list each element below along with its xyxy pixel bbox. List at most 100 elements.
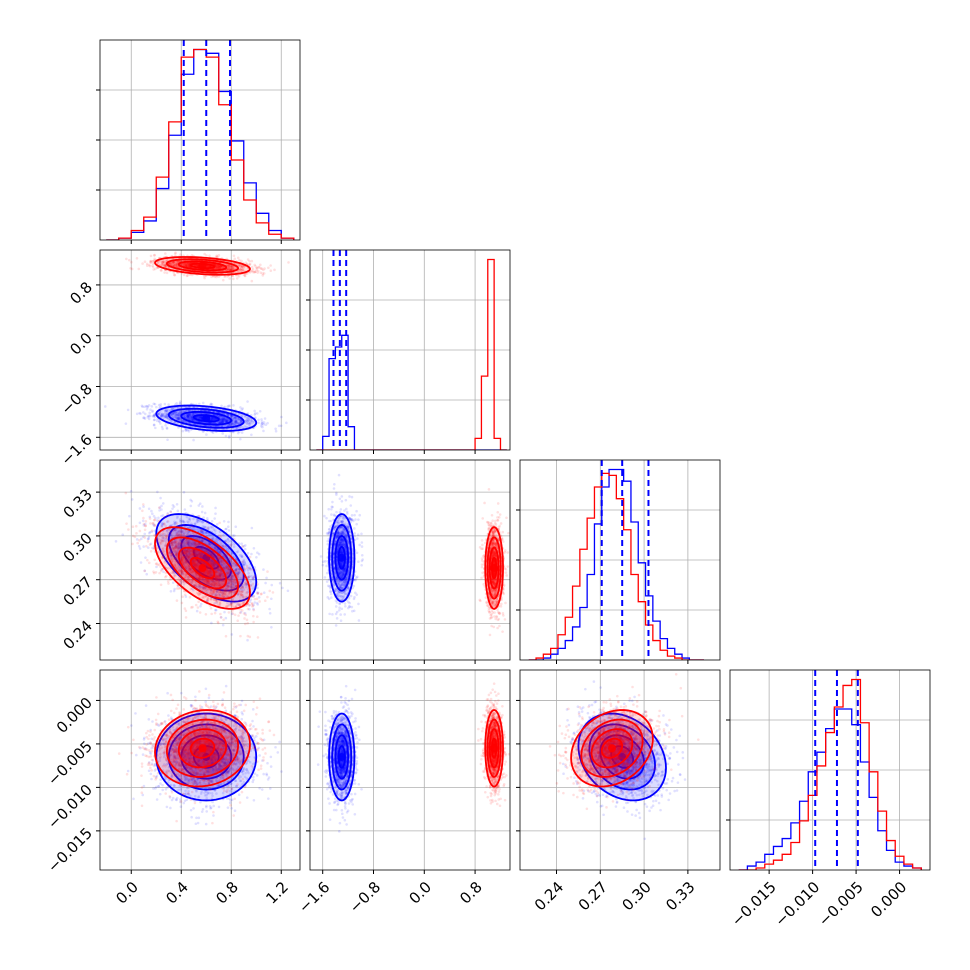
scatter-point: [175, 416, 178, 419]
scatter-point: [256, 412, 259, 415]
scatter-point: [199, 415, 203, 419]
scatter-point: [152, 423, 156, 427]
scatter-point: [231, 423, 235, 426]
scatter-point: [223, 610, 226, 614]
scatter-point: [190, 499, 194, 503]
scatter-point: [200, 415, 203, 419]
scatter-point: [249, 419, 253, 423]
scatter-point: [152, 402, 156, 406]
scatter-point: [197, 600, 200, 604]
scatter-point: [230, 274, 234, 278]
scatter-point: [195, 609, 199, 613]
scatter-point: [157, 261, 160, 264]
scatter-point: [162, 413, 165, 417]
scatter-point: [188, 417, 191, 421]
scatter-point: [205, 433, 208, 436]
scatter-point: [216, 255, 219, 259]
scatter-point: [256, 636, 260, 639]
scatter-point: [206, 527, 209, 530]
scatter-point: [176, 413, 179, 417]
scatter-point: [248, 271, 252, 274]
scatter-point: [212, 417, 216, 421]
scatter-point: [219, 417, 222, 420]
scatter-point: [227, 264, 231, 268]
scatter-point: [259, 263, 262, 267]
scatter-point: [173, 252, 177, 256]
scatter-point: [150, 509, 153, 513]
scatter-point: [189, 417, 193, 421]
scatter-point: [222, 417, 226, 421]
scatter-point: [138, 529, 142, 533]
scatter-point: [232, 277, 235, 281]
scatter-panel-2-0: [96, 459, 301, 664]
scatter-point: [158, 420, 161, 423]
scatter-point: [158, 419, 161, 423]
scatter-point: [226, 423, 230, 427]
scatter-point: [218, 265, 222, 269]
scatter-point: [164, 409, 167, 413]
scatter-point: [149, 261, 152, 264]
scatter-point: [228, 268, 232, 271]
scatter-point: [218, 521, 221, 525]
scatter-point: [163, 411, 167, 414]
scatter-point: [252, 546, 256, 550]
scatter-point: [251, 605, 254, 608]
scatter-point: [151, 409, 154, 413]
scatter-point: [228, 423, 232, 426]
scatter-point: [227, 266, 230, 270]
scatter-point: [231, 267, 235, 270]
scatter-point: [130, 260, 133, 264]
scatter-point: [149, 259, 152, 263]
contour-line: [177, 260, 228, 272]
scatter-point: [155, 405, 158, 409]
scatter-point: [186, 264, 190, 268]
scatter-point: [227, 413, 230, 417]
scatter-point: [153, 253, 156, 257]
scatter-point: [249, 269, 253, 273]
scatter-point: [190, 417, 194, 420]
scatter-point: [240, 259, 243, 263]
scatter-point: [171, 412, 174, 416]
scatter-point: [256, 269, 260, 273]
scatter-point: [163, 408, 167, 412]
scatter-point: [160, 262, 164, 266]
scatter-point: [255, 266, 258, 270]
contour-line: [189, 262, 216, 270]
scatter-point: [231, 265, 234, 268]
scatter-point: [256, 271, 259, 274]
scatter-point: [196, 606, 200, 609]
scatter-point: [182, 262, 185, 266]
scatter-point: [184, 595, 188, 598]
scatter-point: [175, 265, 179, 268]
scatter-point: [254, 416, 257, 419]
scatter-point: [186, 414, 190, 418]
scatter-point: [145, 407, 149, 411]
scatter-point: [207, 265, 211, 268]
scatter-point: [235, 421, 239, 425]
scatter-point: [174, 263, 178, 266]
scatter-point: [181, 419, 185, 423]
scatter-point: [153, 418, 156, 422]
scatter-point: [149, 261, 153, 264]
scatter-point: [213, 421, 217, 425]
scatter-point: [223, 417, 227, 421]
scatter-point: [175, 263, 178, 266]
scatter-point: [187, 262, 190, 265]
scatter-point: [173, 413, 177, 417]
scatter-point: [243, 420, 247, 423]
scatter-point: [187, 262, 190, 266]
scatter-point: [190, 416, 193, 420]
scatter-point: [159, 583, 163, 587]
scatter-point: [152, 259, 156, 262]
scatter-point: [121, 533, 125, 537]
scatter-point: [159, 415, 162, 418]
scatter-point: [163, 516, 166, 519]
scatter-point: [214, 263, 218, 267]
scatter-point: [226, 420, 229, 423]
scatter-point: [256, 551, 259, 554]
scatter-point: [201, 401, 205, 405]
panels-layer: [96, 39, 931, 874]
scatter-point: [232, 265, 235, 269]
scatter-point: [254, 264, 257, 268]
scatter-point: [162, 260, 166, 264]
